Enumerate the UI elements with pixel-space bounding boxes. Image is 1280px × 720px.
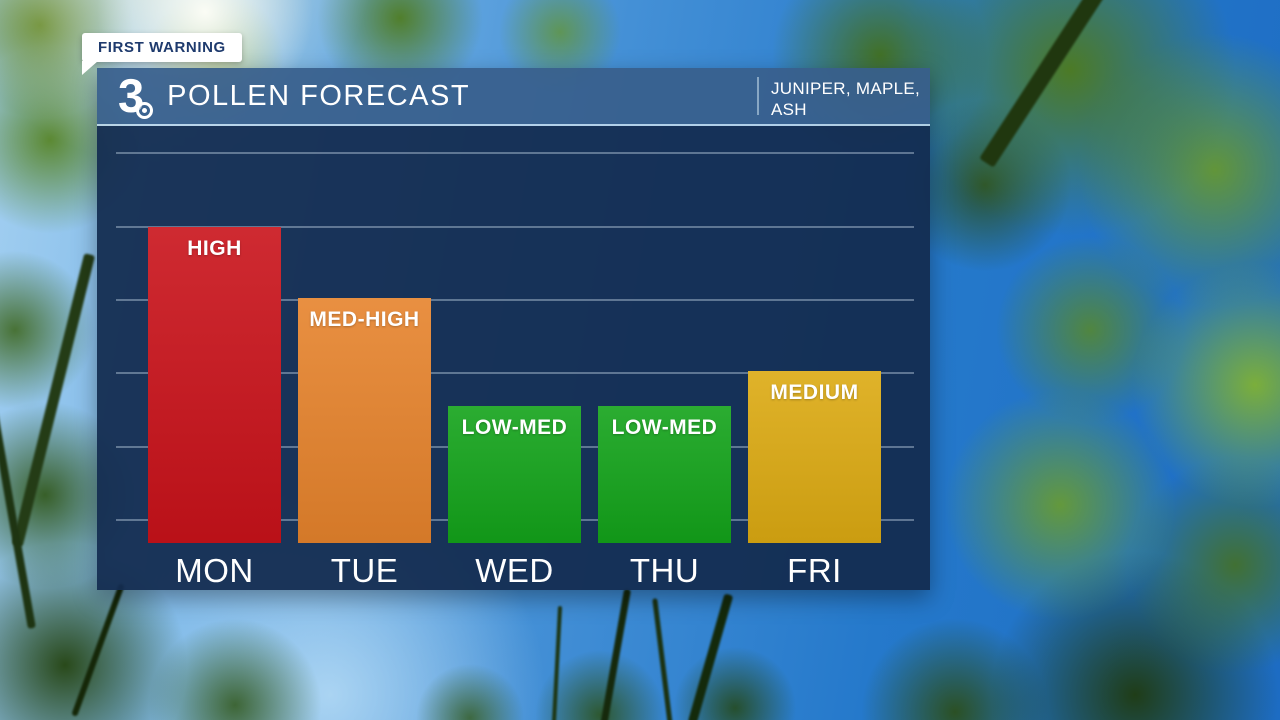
pollen-types-line1: JUNIPER, MAPLE, <box>771 79 921 98</box>
pollen-types-line2: ASH <box>771 100 807 119</box>
pollen-forecast-panel: 3 POLLEN FORECAST JUNIPER, MAPLE, ASH <box>97 68 930 590</box>
gridline <box>116 152 914 154</box>
first-warning-bug: FIRST WARNING <box>82 33 242 75</box>
bar-value-label: HIGH <box>187 237 242 260</box>
first-warning-label: FIRST WARNING <box>98 39 226 56</box>
x-axis-label-tue: TUE <box>330 552 399 589</box>
pollen-types-text: JUNIPER, MAPLE, ASH <box>771 77 921 119</box>
gridline <box>116 299 914 301</box>
pollen-types-block: JUNIPER, MAPLE, ASH <box>757 77 921 119</box>
pollen-bar-chart: HIGH MED-HIGH LOW-MED LOW-MED ME <box>97 126 930 590</box>
x-axis-label-thu: THU <box>629 552 700 589</box>
x-axis-label-mon: MON <box>175 552 254 589</box>
panel-header: 3 POLLEN FORECAST JUNIPER, MAPLE, ASH <box>97 68 930 124</box>
bar-value-label: MEDIUM <box>770 381 859 404</box>
bar-value-label: LOW-MED <box>461 416 568 439</box>
bar-fri: MEDIUM <box>748 371 881 543</box>
x-axis-label-fri: FRI <box>787 552 842 589</box>
page-title: POLLEN FORECAST <box>167 79 471 112</box>
gridline <box>116 372 914 374</box>
bar-value-label: LOW-MED <box>611 416 718 439</box>
channel-3-logo: 3 <box>118 72 154 119</box>
header-separator-line <box>97 124 930 126</box>
header-divider <box>757 77 759 115</box>
bar-tue: MED-HIGH <box>298 298 431 543</box>
bar-value-label: MED-HIGH <box>309 308 420 331</box>
cbs-eye-icon <box>136 101 154 119</box>
bug-tail-pointer <box>82 61 98 75</box>
gridline <box>116 226 914 228</box>
x-axis-label-wed: WED <box>475 552 554 589</box>
bar-mon: HIGH <box>148 227 281 543</box>
bar-wed: LOW-MED <box>448 406 581 543</box>
bar-thu: LOW-MED <box>598 406 731 543</box>
